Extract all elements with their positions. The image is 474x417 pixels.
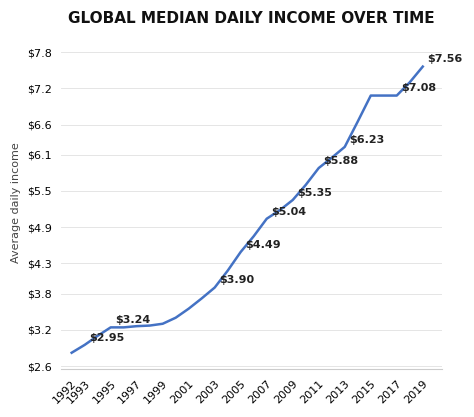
Text: $6.23: $6.23 <box>349 135 384 145</box>
Y-axis label: Average daily income: Average daily income <box>11 143 21 264</box>
Text: $5.88: $5.88 <box>323 156 358 166</box>
Text: $5.04: $5.04 <box>271 206 306 216</box>
Text: $3.90: $3.90 <box>219 275 254 285</box>
Text: $4.49: $4.49 <box>245 240 281 250</box>
Text: $7.08: $7.08 <box>401 83 436 93</box>
Text: $7.56: $7.56 <box>427 54 462 64</box>
Text: $5.35: $5.35 <box>297 188 332 198</box>
Text: $2.95: $2.95 <box>89 333 124 343</box>
Title: GLOBAL MEDIAN DAILY INCOME OVER TIME: GLOBAL MEDIAN DAILY INCOME OVER TIME <box>68 11 435 26</box>
Text: $3.24: $3.24 <box>115 315 150 325</box>
